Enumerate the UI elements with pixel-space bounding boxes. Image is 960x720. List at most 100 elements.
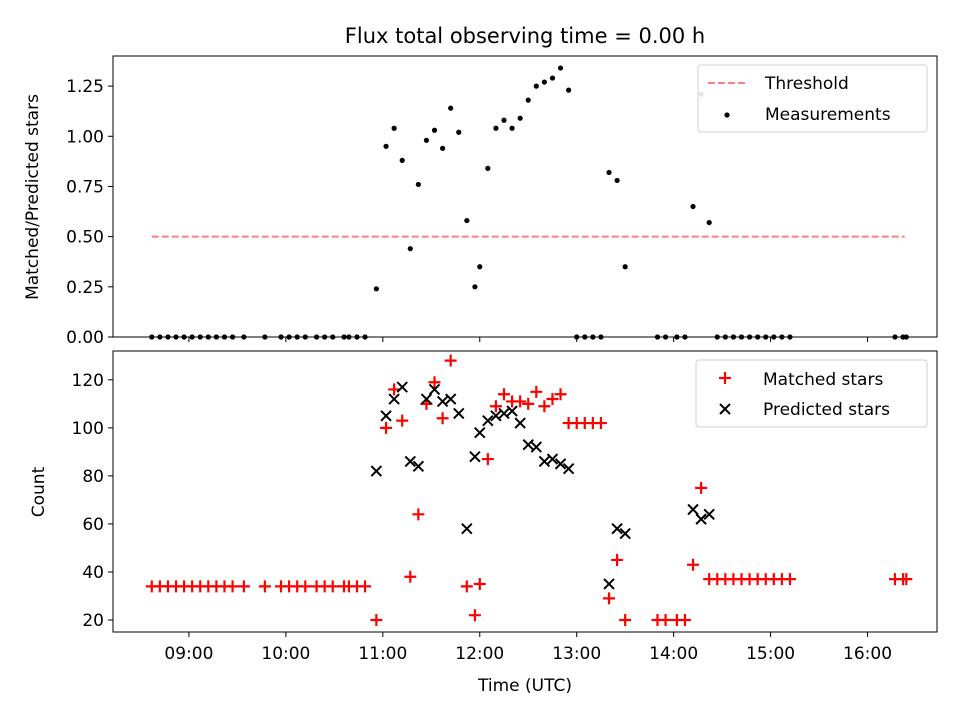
matched-stars-point — [900, 573, 913, 586]
measurements-point — [278, 334, 284, 340]
x-tick-label: 16:00 — [843, 644, 892, 664]
measurements-point — [606, 169, 612, 176]
matched-stars-point — [678, 613, 691, 626]
measurements-point — [181, 334, 187, 340]
matched-stars-point — [603, 592, 616, 605]
matched-stars-point — [659, 613, 672, 626]
matched-stars-point — [326, 580, 339, 593]
measurements-point — [423, 137, 430, 143]
measurements-point — [903, 334, 909, 340]
measurements-point — [598, 334, 604, 340]
measurements-point — [391, 125, 397, 131]
measurements-point — [472, 284, 478, 290]
measurements-point — [165, 334, 171, 340]
chart-title: Flux total observing time = 0.00 h — [345, 24, 705, 48]
predicted-stars-point — [388, 393, 400, 405]
measurements-point — [557, 65, 564, 71]
measurements-point — [448, 105, 454, 111]
y-tick-label: 1.25 — [66, 77, 104, 97]
top-axes-frame — [112, 55, 938, 338]
measurements-point — [787, 334, 793, 340]
measurements-point — [456, 129, 462, 135]
matched-stars-point — [258, 580, 271, 593]
matched-stars-point — [380, 421, 393, 434]
x-tick-label: 12:00 — [455, 644, 504, 664]
matched-stars-point — [619, 613, 632, 626]
matched-stars-point — [695, 481, 708, 494]
measurements-point — [662, 334, 669, 340]
matched-stars-point — [530, 385, 543, 398]
predicted-stars-point — [428, 383, 441, 396]
matched-stars-point — [359, 580, 372, 593]
measurements-point — [189, 334, 195, 340]
measurements-point — [730, 334, 737, 340]
measurements-point — [262, 334, 268, 340]
measurements-point — [533, 83, 539, 89]
measurements-point — [714, 334, 720, 340]
predicted-stars-point — [611, 523, 623, 535]
measurements-point — [302, 334, 308, 340]
measurements-point — [477, 264, 483, 270]
predicted-stars-point — [538, 455, 551, 468]
y-tick-label: 80 — [82, 467, 104, 487]
measurements-point — [407, 246, 413, 252]
measurements-point — [892, 334, 898, 340]
matched-stars-point — [370, 613, 383, 626]
matched-stars-point — [522, 397, 535, 410]
measurements-point — [197, 334, 203, 340]
legend-threshold-label: Threshold — [764, 74, 849, 94]
measurements-point — [341, 334, 347, 340]
top-legend-box — [697, 64, 928, 133]
legend-measurements-label: Measurements — [765, 105, 891, 125]
matched-stars-point — [299, 580, 312, 593]
matched-stars-point — [404, 570, 417, 583]
measurements-point — [373, 286, 379, 292]
matched-stars-point — [481, 453, 494, 466]
predicted-stars-point — [695, 513, 707, 525]
bottom-legend-box — [695, 359, 928, 428]
x-axis-label: Time (UTC) — [477, 676, 572, 696]
measurements-point — [614, 177, 620, 184]
matched-stars-point — [783, 573, 796, 586]
predicted-stars-point — [420, 393, 433, 405]
measurements-point — [722, 334, 728, 340]
predicted-stars-point — [444, 393, 457, 405]
y-tick-label: 40 — [82, 563, 104, 583]
predicted-stars-point — [412, 460, 425, 472]
measurements-point — [582, 334, 588, 340]
predicted-stars-point — [436, 395, 449, 408]
measurements-point — [674, 334, 680, 340]
predicted-stars-point — [482, 414, 494, 427]
measurements-point — [383, 143, 389, 149]
measurements-point — [590, 334, 596, 340]
measurements-point — [654, 334, 661, 340]
matched-stars-point — [514, 395, 527, 408]
bottom-axes-frame — [112, 350, 938, 633]
measurements-point — [517, 115, 523, 121]
matched-stars-point — [489, 400, 502, 413]
x-tick-label: 14:00 — [649, 644, 698, 664]
y-tick-label: 0.50 — [66, 228, 104, 248]
y-tick-label: 1.00 — [66, 127, 104, 147]
predicted-stars-point — [370, 465, 383, 477]
measurements-point — [440, 145, 446, 151]
matched-stars-point — [388, 383, 401, 396]
matched-stars-point — [396, 414, 409, 427]
x-tick-label: 09:00 — [164, 644, 213, 664]
predicted-stars-point — [404, 455, 416, 468]
measurements-point — [763, 334, 769, 340]
matched-stars-point — [226, 580, 239, 593]
x-tick-label: 15:00 — [746, 644, 795, 664]
measurements-point — [566, 87, 572, 93]
y-tick-label: 120 — [72, 371, 104, 391]
measurements-point — [330, 334, 336, 340]
measurements-point — [541, 79, 547, 85]
predicted-stars-point — [603, 578, 615, 590]
measurements-point — [241, 334, 247, 340]
measurements-point — [525, 97, 531, 103]
y-tick-label: 100 — [72, 419, 104, 439]
top-legend: Threshold Measurements — [697, 64, 928, 133]
measurements-point — [157, 334, 163, 340]
predicted-stars-point — [396, 381, 408, 393]
predicted-stars-point — [461, 523, 473, 535]
